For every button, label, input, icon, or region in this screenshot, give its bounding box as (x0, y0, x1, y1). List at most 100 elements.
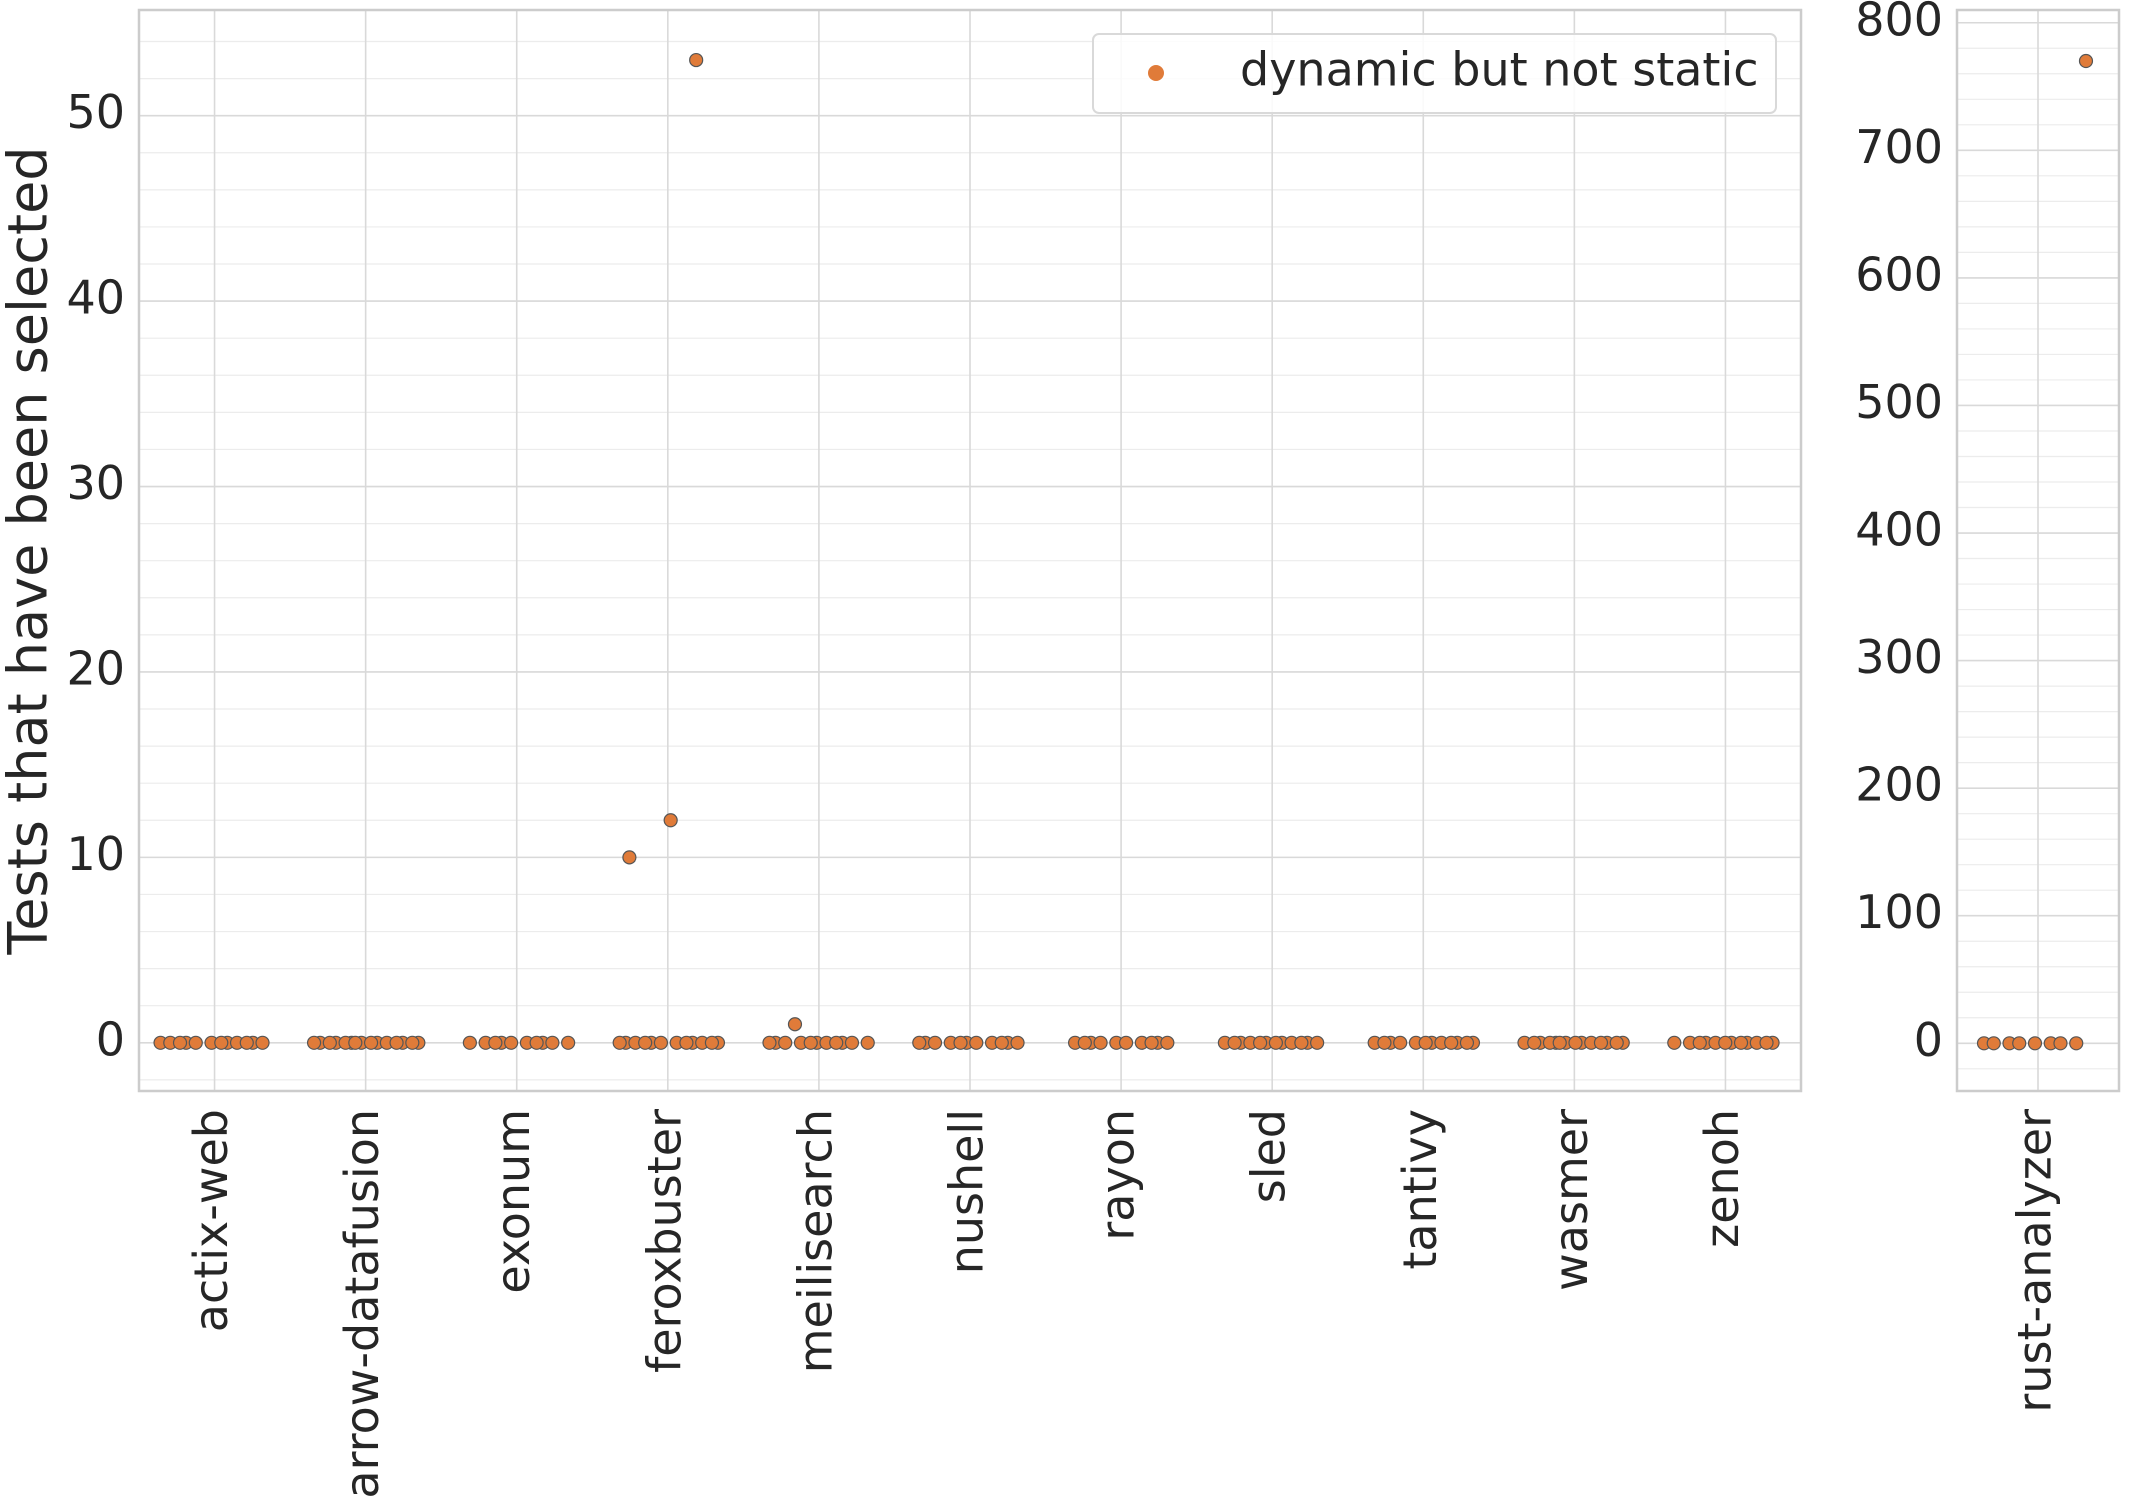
point (1609, 1035, 1624, 1050)
point (348, 1035, 363, 1050)
point (1568, 1035, 1583, 1050)
point (844, 1035, 860, 1050)
point (1593, 1035, 1609, 1050)
point (829, 1035, 844, 1050)
x-tick-label: rust-analyzer (2008, 1109, 2062, 1413)
point (1986, 1036, 2001, 1051)
point (1393, 1035, 1408, 1050)
point (504, 1035, 519, 1050)
point (1310, 1035, 1325, 1050)
point (488, 1035, 503, 1050)
y-tick-label: 600 (1855, 247, 1943, 301)
point (1268, 1035, 1283, 1050)
point (679, 1035, 694, 1050)
y-tick-label: 0 (96, 1012, 125, 1066)
y-tick-label: 10 (66, 827, 125, 881)
y-tick-label: 700 (1855, 120, 1943, 174)
point (612, 1035, 627, 1050)
point (2069, 1036, 2084, 1051)
point (787, 1017, 803, 1032)
point (188, 1035, 203, 1050)
legend-box (1092, 33, 1777, 114)
point (255, 1035, 270, 1050)
y-tick-label: 30 (66, 456, 125, 510)
y-tick-label: 800 (1855, 0, 1943, 46)
y-tick-label: 40 (66, 271, 125, 325)
x-tick-label: feroxbuster (637, 1109, 691, 1373)
point (529, 1035, 544, 1050)
point (561, 1035, 576, 1050)
point (2078, 53, 2094, 69)
point (172, 1035, 188, 1050)
point (322, 1035, 337, 1050)
point (1667, 1035, 1682, 1050)
point (214, 1035, 229, 1050)
point (1692, 1035, 1707, 1050)
point (927, 1035, 943, 1050)
plot-frame (137, 8, 1803, 1093)
x-tick-label: wasmer (1544, 1109, 1598, 1291)
point (1759, 1035, 1774, 1050)
y-axis-label: Tests that have been selected (0, 146, 60, 955)
point (663, 813, 678, 828)
x-tick-label: exonum (486, 1109, 540, 1294)
y-tick-label: 50 (66, 85, 125, 139)
point (462, 1035, 477, 1050)
x-tick-label: tantivy (1393, 1109, 1447, 1270)
point (778, 1035, 793, 1050)
point (2027, 1036, 2043, 1051)
y-tick-label: 300 (1855, 630, 1943, 684)
point (363, 1035, 379, 1050)
point (1253, 1035, 1268, 1050)
point (1444, 1035, 1459, 1050)
point (2012, 1036, 2027, 1051)
point (405, 1035, 420, 1050)
point (1733, 1035, 1749, 1050)
x-tick-label: rayon (1091, 1109, 1145, 1241)
point (389, 1035, 404, 1050)
y-tick-label: 100 (1855, 885, 1943, 939)
point (912, 1035, 927, 1050)
point (1418, 1035, 1433, 1050)
point (1144, 1035, 1159, 1050)
point (860, 1035, 875, 1050)
y-tick-label: 0 (1914, 1013, 1943, 1067)
point (1227, 1035, 1242, 1050)
y-tick-label: 400 (1855, 503, 1943, 557)
x-tick-label: nushell (940, 1109, 994, 1274)
point (1459, 1035, 1475, 1050)
x-tick-label: zenoh (1695, 1109, 1749, 1248)
legend-label: dynamic but not static (1240, 43, 1759, 97)
point (545, 1035, 560, 1050)
point (2053, 1036, 2068, 1051)
point (969, 1035, 984, 1050)
point (239, 1035, 254, 1050)
point (1077, 1035, 1092, 1050)
point (1160, 1035, 1175, 1050)
point (1377, 1035, 1392, 1050)
point (994, 1035, 1009, 1050)
point (1718, 1035, 1733, 1050)
point (762, 1035, 777, 1050)
point (803, 1035, 818, 1050)
y-tick-label: 500 (1855, 375, 1943, 429)
point (953, 1035, 968, 1050)
point (638, 1035, 653, 1050)
y-tick-label: 200 (1855, 758, 1943, 812)
x-tick-label: sled (1242, 1109, 1296, 1203)
x-tick-label: meilisearch (788, 1109, 842, 1373)
point (653, 1035, 669, 1050)
point (1093, 1035, 1108, 1050)
x-tick-label: actix-web (184, 1109, 238, 1332)
point (1294, 1035, 1309, 1050)
point (1527, 1035, 1542, 1050)
x-tick-label: arrow-datafusion (335, 1109, 389, 1499)
point (622, 850, 637, 865)
point (1552, 1035, 1567, 1050)
point (1118, 1035, 1134, 1050)
y-tick-label: 20 (66, 641, 125, 695)
point (306, 1035, 322, 1050)
plot-frame (1955, 8, 2121, 1093)
point (1010, 1035, 1025, 1050)
